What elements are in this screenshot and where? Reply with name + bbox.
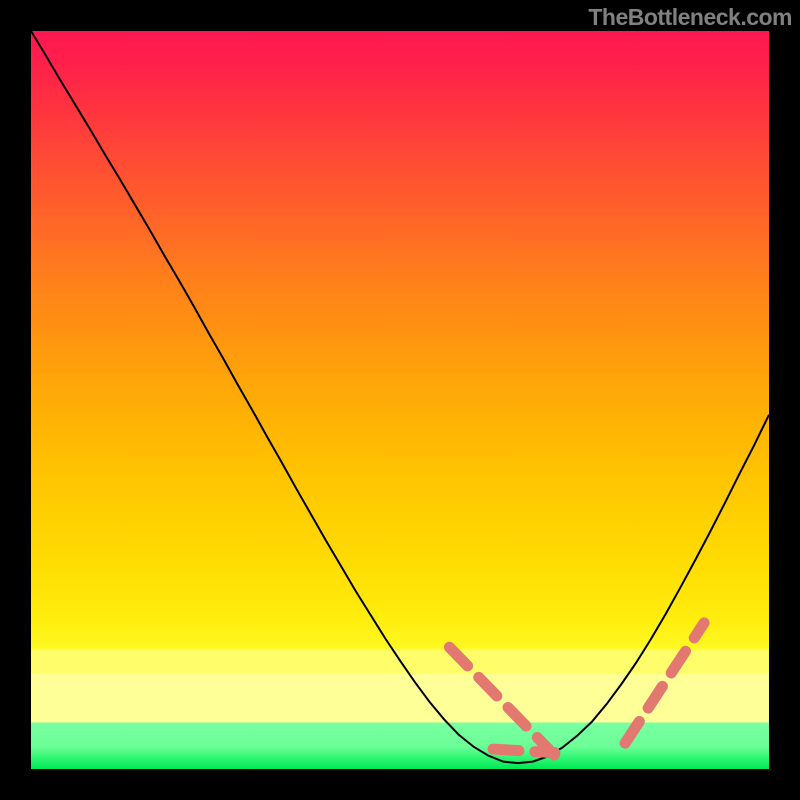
watermark-text: TheBottleneck.com bbox=[588, 4, 792, 31]
overlay-segment-1 bbox=[493, 749, 555, 753]
plot-area bbox=[31, 31, 769, 769]
chart-svg bbox=[31, 31, 769, 769]
gradient-background bbox=[31, 31, 769, 769]
chart-container: TheBottleneck.com bbox=[0, 0, 800, 800]
